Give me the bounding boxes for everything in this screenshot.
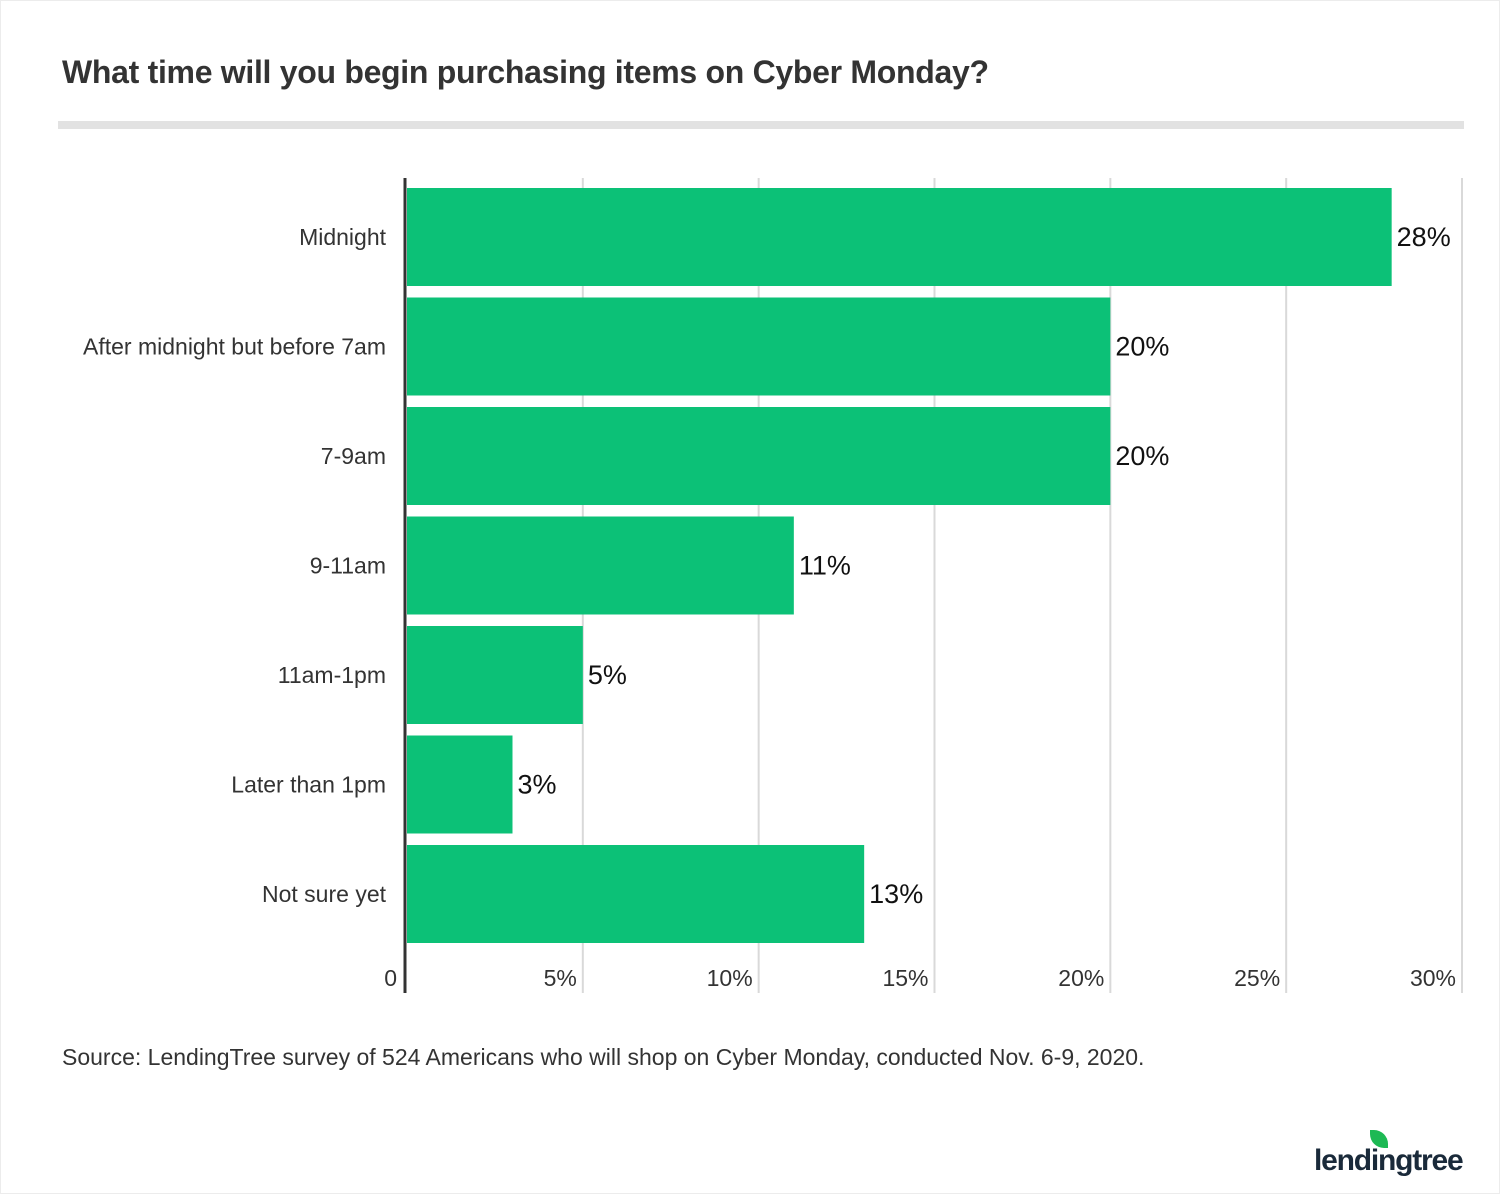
data-label: 28% [1397,222,1451,252]
x-tick-label: 25% [1234,965,1280,991]
data-label: 11% [799,551,851,581]
bar [407,735,513,834]
category-label: Later than 1pm [231,772,386,798]
data-label: 20% [1115,332,1169,362]
category-label: Midnight [299,224,387,250]
data-label: 13% [869,879,923,909]
x-tick-label: 30% [1410,965,1456,991]
bar [407,626,583,724]
data-label: 3% [518,770,557,800]
bar [407,516,794,615]
data-label: 20% [1115,441,1169,471]
data-label: 5% [588,660,627,690]
bar [407,845,865,943]
category-label: 9-11am [310,553,386,579]
chart-title: What time will you begin purchasing item… [62,54,989,90]
x-tick-label: 5% [544,965,577,991]
lendingtree-logo: lendingtree [1314,1130,1464,1180]
bar [407,188,1392,286]
category-label: Not sure yet [262,881,387,907]
x-tick-label: 15% [882,965,928,991]
category-label: 7-9am [321,443,386,469]
source-note: Source: LendingTree survey of 524 Americ… [62,1044,1145,1070]
x-tick-label: 10% [707,965,753,991]
x-tick-label: 20% [1058,965,1104,991]
leaf-icon [1370,1130,1388,1148]
category-label: 11am-1pm [278,662,386,688]
bar [407,407,1111,505]
logo-text: lendingtree [1314,1144,1464,1177]
title-divider [58,121,1464,129]
x-tick-label: 0 [384,965,397,991]
category-label: After midnight but before 7am [83,334,386,360]
bar [407,297,1111,396]
